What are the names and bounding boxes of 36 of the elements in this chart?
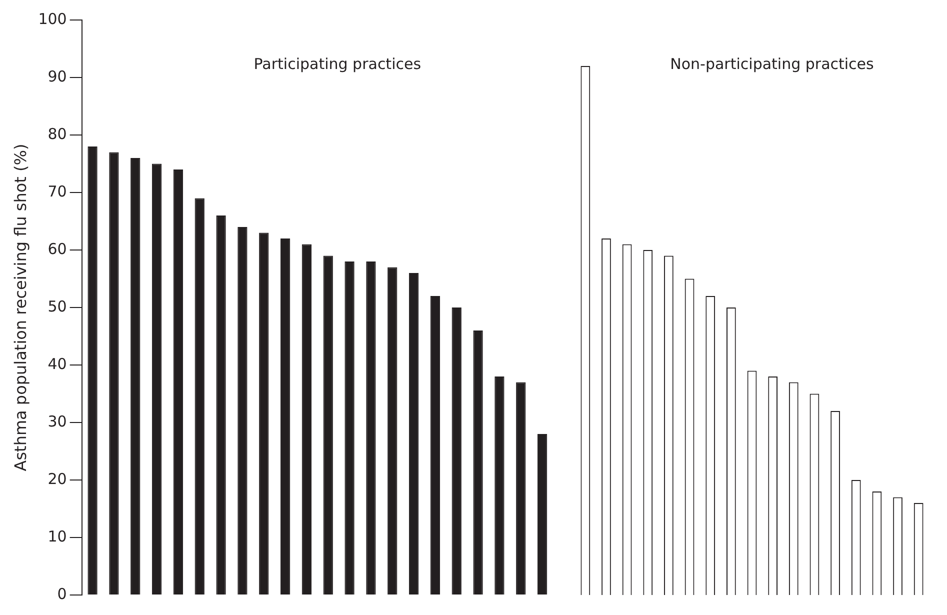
bar (494, 376, 504, 594)
bar (280, 238, 290, 594)
y-tick-label: 100 (38, 10, 67, 28)
annotation: Non-participating practices (670, 54, 874, 73)
bar (216, 216, 226, 594)
y-tick-label: 90 (48, 67, 67, 86)
bar (173, 170, 184, 594)
bar (516, 382, 526, 594)
bar (109, 152, 119, 594)
bar (302, 244, 312, 594)
y-tick-label: 10 (48, 527, 67, 546)
bar (388, 267, 398, 594)
bar (537, 434, 548, 594)
bar (408, 273, 419, 594)
bar (130, 158, 140, 594)
y-tick-label: 0 (57, 584, 67, 603)
bar (88, 146, 98, 594)
bar (259, 232, 269, 594)
bar (473, 330, 483, 594)
bar (323, 256, 333, 594)
bar (194, 198, 204, 594)
y-axis-title: Asthma population receiving flu shot (%) (10, 144, 30, 472)
y-tick-label: 50 (48, 297, 67, 316)
y-tick-label: 60 (48, 240, 67, 258)
annotation: Participating practices (254, 54, 422, 73)
bar (344, 262, 354, 594)
y-tick-label: 70 (48, 182, 67, 200)
bar (430, 296, 440, 594)
y-tick-label: 20 (48, 470, 67, 488)
y-tick-label: 40 (48, 354, 67, 373)
bar (238, 227, 248, 594)
y-tick-label: 80 (48, 124, 67, 143)
bar (366, 262, 376, 594)
bar (452, 308, 462, 594)
y-tick-label: 30 (48, 412, 67, 430)
bar (152, 164, 162, 594)
